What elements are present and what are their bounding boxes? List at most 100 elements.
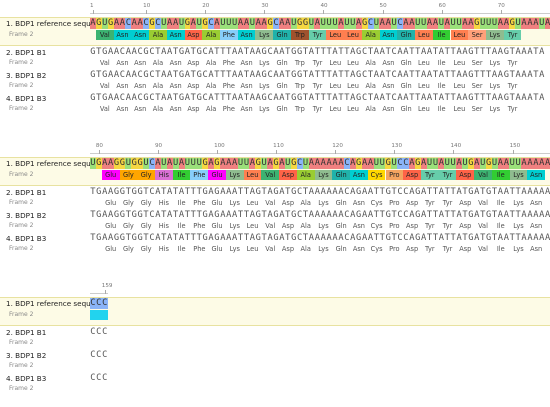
amino-acid: Lys bbox=[513, 222, 524, 230]
nucleotide: G bbox=[414, 158, 421, 169]
nucleotide: T bbox=[426, 210, 433, 220]
nucleotide: A bbox=[456, 233, 462, 243]
nucleotide: A bbox=[373, 93, 380, 103]
sample-label[interactable]: 3. BDP1 B2 bbox=[6, 71, 47, 80]
nucleotide: G bbox=[137, 187, 143, 197]
sample-label[interactable]: 4. BDP1 B3 bbox=[6, 234, 47, 243]
nucleotide: T bbox=[509, 233, 515, 243]
nucleotide: A bbox=[208, 70, 214, 80]
reference-label[interactable]: 1. BDP1 reference sequence bbox=[6, 19, 109, 28]
nucleotide: U bbox=[491, 158, 498, 169]
amino-acid: Asn bbox=[379, 30, 398, 40]
nucleotide: G bbox=[291, 187, 297, 197]
sample-label[interactable]: 2. BDP1 B1 bbox=[6, 328, 47, 337]
nucleotide: A bbox=[237, 93, 244, 103]
nucleotide: T bbox=[432, 210, 439, 220]
nucleotide: T bbox=[155, 93, 161, 103]
amino-acid: Glu bbox=[211, 222, 223, 230]
amino-acid: Gly bbox=[140, 222, 152, 230]
nucleotide: G bbox=[255, 187, 262, 197]
nucleotide: C bbox=[102, 373, 108, 383]
nucleotide: A bbox=[107, 47, 114, 57]
sample-label[interactable]: 2. BDP1 B1 bbox=[6, 188, 47, 197]
ruler-tick bbox=[453, 150, 455, 154]
nucleotide: A bbox=[332, 210, 338, 220]
amino-acid: Tyr bbox=[507, 82, 518, 90]
nucleotide: U bbox=[456, 18, 463, 29]
nucleotide: A bbox=[497, 158, 504, 169]
nucleotide: T bbox=[450, 47, 456, 57]
nucleotide: U bbox=[391, 158, 398, 169]
ruler-tick-label: 20 bbox=[202, 3, 210, 9]
nucleotide: T bbox=[515, 187, 521, 197]
amino-acid: Phe bbox=[193, 245, 206, 253]
nucleotide: G bbox=[291, 47, 297, 57]
nucleotide: C bbox=[90, 373, 96, 383]
sample-label[interactable]: 3. BDP1 B2 bbox=[6, 211, 47, 220]
sample-label[interactable]: 4. BDP1 B3 bbox=[6, 374, 47, 383]
nucleotide: A bbox=[491, 93, 498, 103]
nucleotide: T bbox=[379, 210, 386, 220]
amino-acid: Val bbox=[474, 170, 492, 180]
nucleotide: A bbox=[107, 210, 114, 220]
amino-acid: Ser bbox=[468, 30, 486, 40]
nucleotide: G bbox=[261, 93, 267, 103]
amino-acid: Leu bbox=[347, 82, 359, 90]
nucleotide: T bbox=[450, 210, 456, 220]
ruler-tick bbox=[512, 150, 514, 154]
nucleotide: C bbox=[391, 47, 397, 57]
sample-label[interactable]: 2. BDP1 B1 bbox=[6, 48, 47, 57]
nucleotide: C bbox=[95, 298, 102, 309]
nucleotide: G bbox=[107, 18, 114, 29]
nucleotide: T bbox=[214, 70, 220, 80]
amino-acid: Ile bbox=[432, 30, 451, 40]
reference-label[interactable]: 1. BDP1 reference sequence bbox=[6, 159, 109, 168]
amino-acid: Ile bbox=[437, 105, 446, 113]
nucleotide: T bbox=[172, 233, 179, 243]
nucleotide: A bbox=[539, 93, 545, 103]
nucleotide: G bbox=[356, 70, 362, 80]
ruler-tick bbox=[394, 150, 396, 154]
amino-acid: Asn bbox=[113, 30, 132, 40]
nucleotide: G bbox=[468, 93, 474, 103]
nucleotide: A bbox=[249, 47, 256, 57]
nucleotide: A bbox=[231, 158, 238, 169]
amino-acid: Lys bbox=[255, 30, 274, 40]
nucleotide: T bbox=[474, 93, 480, 103]
nucleotide: A bbox=[521, 210, 527, 220]
nucleotide: U bbox=[509, 158, 516, 169]
nucleotide: T bbox=[243, 47, 250, 57]
nucleotide: U bbox=[160, 18, 167, 29]
nucleotide: A bbox=[361, 187, 368, 197]
nucleotide: T bbox=[302, 210, 309, 220]
nucleotide: A bbox=[326, 187, 332, 197]
amino-acid: Asn bbox=[352, 222, 365, 230]
reference-sequence: UGAAGGUGGUCAUAUAUUUGAGAAAUUAGUAGAUGCUAAA… bbox=[90, 158, 550, 169]
nucleotide: A bbox=[167, 93, 173, 103]
nucleotide: T bbox=[184, 210, 191, 220]
amino-acid: Lys bbox=[489, 82, 501, 90]
nucleotide: G bbox=[415, 187, 421, 197]
amino-acid: Asp bbox=[281, 222, 295, 230]
amino-acid: Cys bbox=[367, 170, 386, 180]
nucleotide: U bbox=[450, 18, 457, 29]
frame-label: Frame 2 bbox=[9, 59, 34, 66]
nucleotide: A bbox=[255, 47, 262, 57]
nucleotide: T bbox=[285, 187, 291, 197]
ruler-tick bbox=[98, 150, 100, 154]
ruler-tick-label: 159 bbox=[101, 283, 113, 289]
nucleotide: T bbox=[480, 187, 486, 197]
nucleotide: A bbox=[232, 187, 238, 197]
amino-acid: Asn bbox=[134, 59, 147, 67]
amino-acid: Lys bbox=[229, 222, 240, 230]
reference-label[interactable]: 1. BDP1 reference sequence bbox=[6, 299, 109, 308]
nucleotide: T bbox=[172, 210, 179, 220]
ruler-tick-label: 60 bbox=[438, 3, 446, 9]
nucleotide: C bbox=[149, 187, 155, 197]
amino-acid: Ile bbox=[496, 199, 505, 207]
sample-label[interactable]: 4. BDP1 B3 bbox=[6, 94, 47, 103]
nucleotide: G bbox=[95, 18, 102, 29]
amino-acid: Asp bbox=[187, 82, 200, 90]
nucleotide: T bbox=[444, 187, 451, 197]
sample-label[interactable]: 3. BDP1 B2 bbox=[6, 351, 47, 360]
